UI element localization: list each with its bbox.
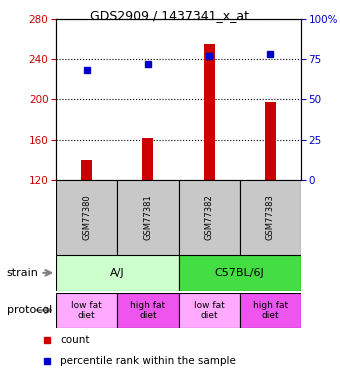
Bar	[56, 255, 178, 291]
Bar	[56, 292, 117, 328]
Text: low fat
diet: low fat diet	[71, 301, 102, 320]
Text: GSM77381: GSM77381	[143, 195, 152, 240]
Bar	[240, 292, 301, 328]
Text: low fat
diet: low fat diet	[194, 301, 224, 320]
Text: GDS2909 / 1437341_x_at: GDS2909 / 1437341_x_at	[90, 9, 250, 22]
Bar	[142, 138, 153, 180]
Text: count: count	[60, 335, 89, 345]
Text: strain: strain	[7, 268, 39, 278]
Bar	[204, 44, 215, 180]
Bar	[56, 180, 117, 255]
Text: percentile rank within the sample: percentile rank within the sample	[60, 356, 236, 366]
Text: high fat
diet: high fat diet	[253, 301, 288, 320]
Bar	[265, 102, 276, 180]
Bar	[178, 292, 240, 328]
Text: GSM77383: GSM77383	[266, 195, 275, 240]
Bar	[240, 180, 301, 255]
Text: protocol: protocol	[7, 305, 52, 315]
Text: GSM77380: GSM77380	[82, 195, 91, 240]
Bar	[178, 255, 301, 291]
Bar	[81, 160, 92, 180]
Text: high fat
diet: high fat diet	[130, 301, 166, 320]
Bar	[178, 180, 240, 255]
Text: C57BL/6J: C57BL/6J	[215, 268, 265, 278]
Text: A/J: A/J	[110, 268, 125, 278]
Text: GSM77382: GSM77382	[205, 195, 214, 240]
Bar	[117, 180, 178, 255]
Bar	[117, 292, 178, 328]
